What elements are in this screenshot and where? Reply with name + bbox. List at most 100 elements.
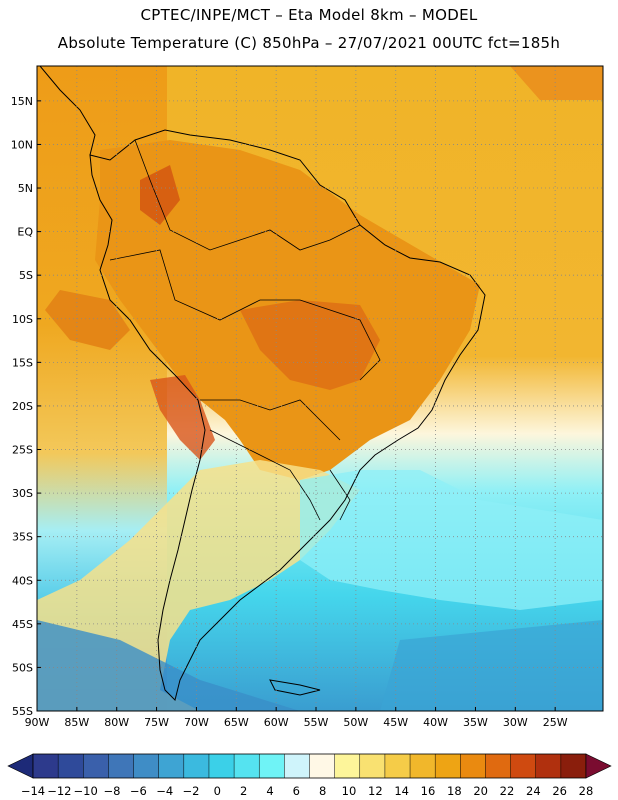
lat-label: 15S bbox=[12, 356, 33, 369]
lon-label: 50W bbox=[343, 716, 368, 729]
colorbar-swatch bbox=[158, 754, 185, 778]
lat-label: 20S bbox=[12, 400, 33, 413]
colorbar-swatch bbox=[560, 754, 587, 778]
colorbar-label: −8 bbox=[104, 784, 121, 798]
colorbar-label: 14 bbox=[394, 784, 409, 798]
lon-label: 90W bbox=[25, 716, 50, 729]
central-brazil-hot-core bbox=[240, 300, 380, 390]
colorbar-low-arrow bbox=[7, 753, 34, 779]
colorbar-label: 18 bbox=[447, 784, 462, 798]
lat-label: 35S bbox=[12, 531, 33, 544]
lon-label: 80W bbox=[104, 716, 129, 729]
colorbar-label: 6 bbox=[293, 784, 300, 798]
lat-label: 25S bbox=[12, 444, 33, 457]
south-atlantic-cool-region bbox=[300, 470, 603, 610]
colorbar-label: −10 bbox=[74, 784, 98, 798]
colorbar-label: −2 bbox=[183, 784, 200, 798]
lon-label: 35W bbox=[463, 716, 488, 729]
colorbar-label: 20 bbox=[473, 784, 488, 798]
border-venezuela-brazil bbox=[239, 224, 361, 251]
colorbar-label: 0 bbox=[214, 784, 221, 798]
lat-label: 55S bbox=[12, 705, 33, 718]
colorbar-label: 12 bbox=[368, 784, 383, 798]
colorbar-swatch bbox=[234, 754, 260, 778]
colorbar-swatch bbox=[435, 754, 461, 778]
lon-label: 70W bbox=[184, 716, 209, 729]
border-argentina bbox=[209, 429, 321, 521]
colorbar-label: 2 bbox=[240, 784, 247, 798]
colorbar-swatch bbox=[535, 754, 562, 778]
header-title-line1: CPTEC/INPE/MCT – Eta Model 8km – MODEL bbox=[140, 6, 478, 24]
lon-label: 60W bbox=[264, 716, 289, 729]
lon-label: 40W bbox=[423, 716, 448, 729]
southwest-cold-region bbox=[37, 620, 300, 711]
lon-label: 85W bbox=[64, 716, 89, 729]
lat-label: 45S bbox=[12, 618, 33, 631]
country-borders bbox=[109, 139, 381, 521]
lat-label: EQ bbox=[17, 226, 33, 239]
colorbar-label: 4 bbox=[266, 784, 273, 798]
lat-label: 15N bbox=[11, 95, 33, 108]
colorbar-label: 8 bbox=[319, 784, 326, 798]
lat-label: 50S bbox=[12, 661, 33, 674]
colorbar-label: 16 bbox=[421, 784, 436, 798]
border-bolivia-paraguay bbox=[200, 399, 341, 441]
lon-label: 55W bbox=[304, 716, 329, 729]
falkland-islands bbox=[269, 679, 321, 696]
lon-label: 30W bbox=[503, 716, 528, 729]
colorbar-swatch bbox=[284, 754, 310, 778]
colorbar-label: −14 bbox=[21, 784, 45, 798]
colorbar-label: 28 bbox=[579, 784, 594, 798]
south-america-coastline bbox=[89, 129, 486, 701]
colorbar-swatch bbox=[208, 754, 235, 778]
lon-label: 45W bbox=[383, 716, 408, 729]
lon-label: 75W bbox=[144, 716, 169, 729]
border-peru-brazil bbox=[109, 249, 300, 321]
colorbar-swatch bbox=[309, 754, 336, 778]
colorbar-swatch bbox=[133, 754, 160, 778]
lat-label: 5N bbox=[18, 182, 33, 195]
colorbar: −14 −12 −10 −8 −6 −4 −2 0 2 4 6 8 10 12 14 16 18 20 22 24 26… bbox=[7, 753, 612, 798]
colorbar-label: 26 bbox=[552, 784, 567, 798]
andes-hot-strip bbox=[150, 375, 215, 460]
lon-label: 25W bbox=[543, 716, 568, 729]
peru-coast-warm-tongue bbox=[45, 290, 130, 350]
colorbar-swatch bbox=[183, 754, 210, 778]
colorbar-swatch bbox=[259, 754, 285, 778]
latitude-labels: 15N 10N 5N EQ 5S 10S 15S 20S 25S 30S 35S 40S 45S 50S 5… bbox=[11, 95, 41, 718]
lon-label: 65W bbox=[224, 716, 249, 729]
colorbar-label: 10 bbox=[342, 784, 357, 798]
caribbean-warm-patch bbox=[510, 66, 603, 100]
border-uruguay bbox=[329, 469, 351, 521]
lat-label: 30S bbox=[12, 487, 33, 500]
longitude-labels: 90W 85W 80W 75W 70W 65W 60W 55W 50W 45W 40W 35W 30W 2… bbox=[25, 707, 568, 729]
colorbar-swatch bbox=[410, 754, 436, 778]
colorbar-swatch bbox=[58, 754, 84, 778]
lat-label: 5S bbox=[19, 269, 33, 282]
map-frame bbox=[36, 65, 604, 712]
lat-label: 10N bbox=[11, 138, 33, 151]
header-title-line2: Absolute Temperature (C) 850hPa – 27/07/… bbox=[57, 34, 561, 52]
colorbar-swatch bbox=[108, 754, 135, 778]
colorbar-label: 22 bbox=[500, 784, 515, 798]
colorbar-swatch bbox=[334, 754, 361, 778]
colorbar-label: −4 bbox=[156, 784, 173, 798]
colorbar-swatch bbox=[485, 754, 512, 778]
colorbar-swatch bbox=[510, 754, 537, 778]
colorbar-swatch bbox=[83, 754, 109, 778]
colorbar-label: −12 bbox=[47, 784, 71, 798]
colorbar-swatch bbox=[359, 754, 386, 778]
temperature-field bbox=[37, 66, 603, 711]
border-colombia bbox=[134, 139, 241, 251]
colorbar-label: 24 bbox=[526, 784, 541, 798]
lat-label: 40S bbox=[12, 574, 33, 587]
colorbar-swatch bbox=[33, 754, 59, 778]
colorbar-swatch bbox=[384, 754, 411, 778]
colorbar-high-arrow bbox=[585, 753, 612, 779]
border-brazil-states bbox=[299, 299, 381, 381]
coastlines bbox=[39, 66, 486, 701]
lat-label: 10S bbox=[12, 313, 33, 326]
central-america-coastline bbox=[39, 66, 96, 156]
colorbar-swatch bbox=[460, 754, 486, 778]
